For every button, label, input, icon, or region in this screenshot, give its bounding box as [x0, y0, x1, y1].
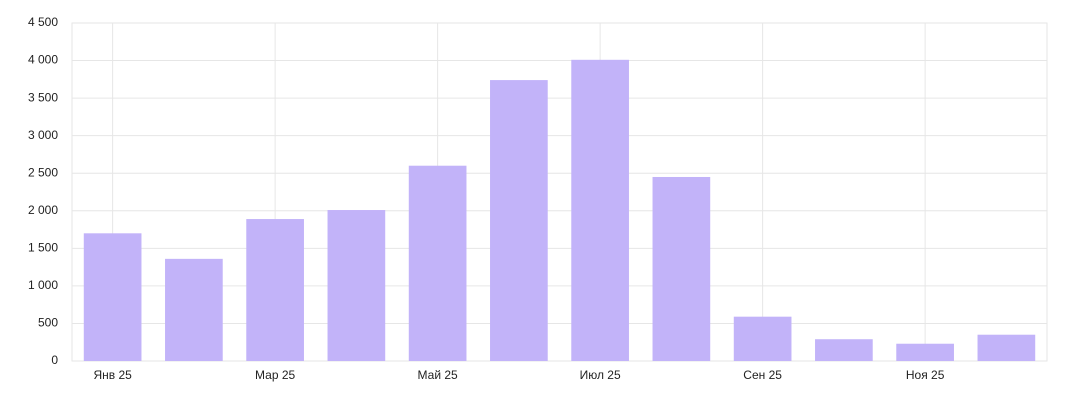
bar — [246, 219, 304, 361]
y-tick-label: 1 500 — [28, 241, 58, 255]
x-tick-label: Май 25 — [418, 368, 459, 382]
bar — [490, 80, 548, 361]
x-tick-label: Янв 25 — [93, 368, 132, 382]
x-tick-label: Мар 25 — [255, 368, 295, 382]
bar — [165, 258, 223, 361]
y-tick-label: 2 500 — [28, 165, 58, 179]
y-tick-label: 500 — [38, 316, 58, 330]
x-tick-label: Ноя 25 — [906, 368, 945, 382]
bar — [571, 59, 629, 361]
y-tick-label: 2 000 — [28, 203, 58, 217]
bar — [977, 334, 1036, 361]
y-tick-label: 3 000 — [28, 128, 58, 142]
x-tick-label: Сен 25 — [743, 368, 782, 382]
x-tick-label: Июл 25 — [580, 368, 621, 382]
bar — [652, 176, 711, 361]
y-tick-label: 3 500 — [28, 90, 58, 104]
bar — [83, 233, 142, 361]
y-tick-label: 4 500 — [28, 15, 58, 29]
y-tick-label: 4 000 — [28, 53, 58, 67]
bar — [896, 343, 954, 361]
bar — [408, 165, 467, 361]
y-tick-label: 1 000 — [28, 278, 58, 292]
bar — [815, 339, 873, 361]
bar — [327, 210, 386, 361]
y-tick-label: 0 — [51, 353, 58, 367]
bar — [733, 316, 792, 361]
